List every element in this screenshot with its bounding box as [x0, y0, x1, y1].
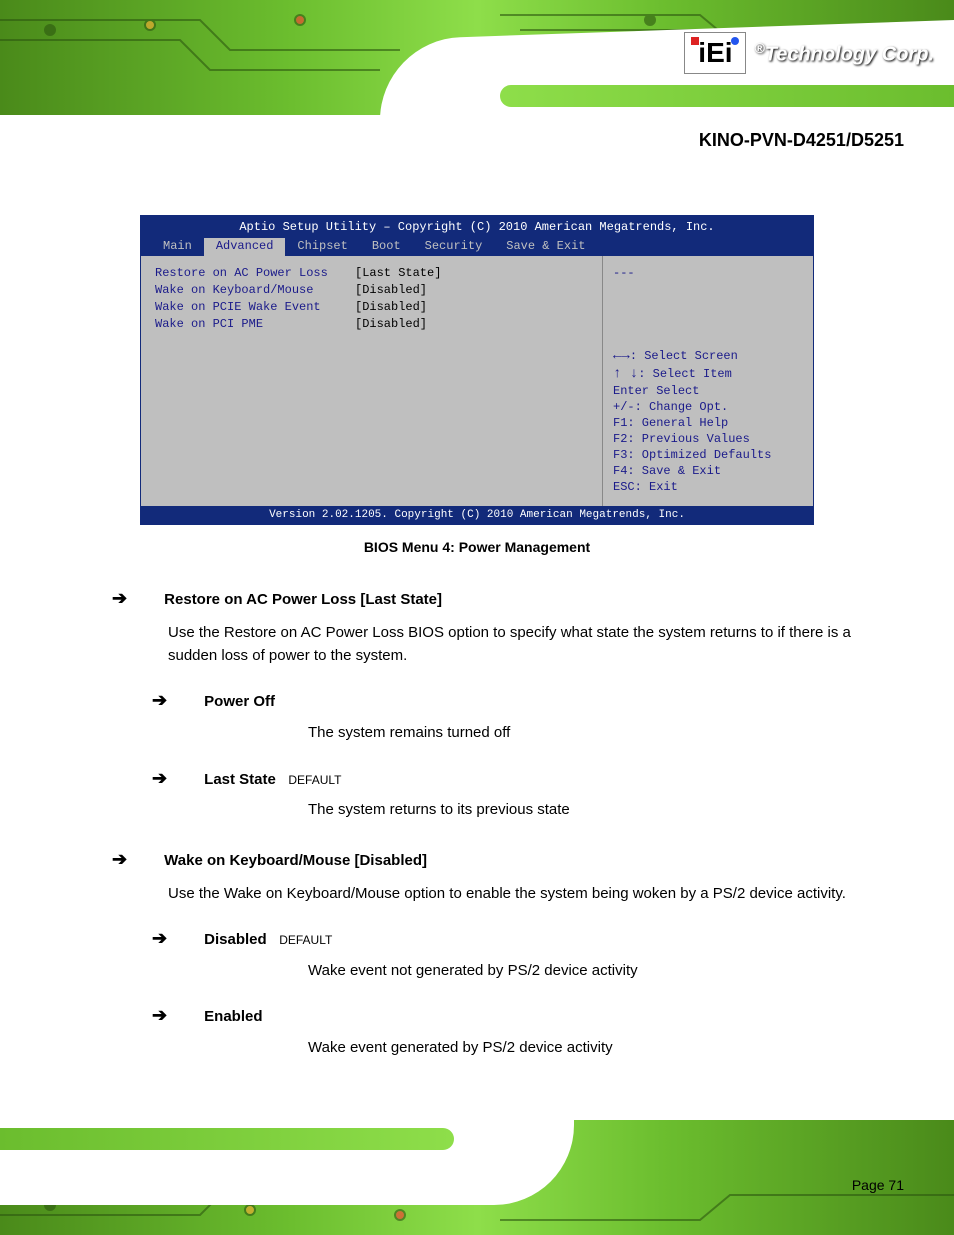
iei-logo-icon: iEi — [684, 32, 746, 74]
bios-option-row[interactable]: Restore on AC Power Loss [Last State] — [155, 266, 588, 280]
bios-option-value: [Last State] — [355, 266, 441, 280]
value-label: Last State — [204, 771, 276, 788]
option-value-row: ➔ Last State DEFAULT The system returns … — [180, 765, 904, 822]
bios-footer: Version 2.02.1205. Copyright (C) 2010 Am… — [141, 506, 813, 524]
arrow-right-icon: ➔ — [140, 585, 160, 613]
bios-tab-boot[interactable]: Boot — [360, 238, 413, 256]
bios-key-legend: ←→: Select Screen ↑ ↓: Select Item Enter… — [613, 348, 803, 496]
bios-option-label: Wake on Keyboard/Mouse — [155, 283, 355, 297]
bios-tab-advanced[interactable]: Advanced — [204, 238, 286, 256]
brand-logo: iEi ®Technology Corp. — [684, 32, 934, 74]
option-heading: Wake on Keyboard/Mouse [Disabled] — [164, 852, 427, 869]
option-value-row: ➔ Disabled DEFAULT Wake event not genera… — [180, 925, 904, 982]
option-description: ➔ Wake on Keyboard/Mouse [Disabled] Use … — [140, 846, 904, 905]
value-label: Enabled — [204, 1008, 262, 1025]
arrow-right-icon: ➔ — [180, 687, 200, 715]
default-tag: DEFAULT — [279, 933, 332, 947]
top-pcb-banner: iEi ®Technology Corp. — [0, 0, 954, 115]
bios-header: Aptio Setup Utility – Copyright (C) 2010… — [141, 216, 813, 238]
bios-tab-main[interactable]: Main — [151, 238, 204, 256]
bios-tab-bar: Main Advanced Chipset Boot Security Save… — [141, 238, 813, 256]
arrow-up-down-icon: ↑ ↓ — [613, 366, 638, 382]
bios-tab-chipset[interactable]: Chipset — [285, 238, 359, 256]
bios-help-panel: --- ←→: Select Screen ↑ ↓: Select Item E… — [603, 256, 813, 506]
bios-option-value: [Disabled] — [355, 283, 427, 297]
bios-option-value: [Disabled] — [355, 317, 427, 331]
option-heading: Restore on AC Power Loss [Last State] — [164, 591, 442, 608]
bios-option-label: Wake on PCI PME — [155, 317, 355, 331]
bios-option-value: [Disabled] — [355, 300, 427, 314]
arrow-right-icon: ➔ — [180, 1002, 200, 1030]
arrow-left-right-icon: ←→ — [613, 348, 630, 364]
bios-option-row[interactable]: Wake on Keyboard/Mouse [Disabled] — [155, 283, 588, 297]
section-body: ➔ Restore on AC Power Loss [Last State] … — [50, 585, 904, 1059]
bios-tab-save-exit[interactable]: Save & Exit — [494, 238, 597, 256]
bottom-pcb-banner: Page 71 — [0, 1120, 954, 1235]
option-para: Use the Restore on AC Power Loss BIOS op… — [168, 621, 904, 668]
bios-tab-security[interactable]: Security — [413, 238, 495, 256]
value-label: Power Off — [204, 693, 275, 710]
bios-options-panel: Restore on AC Power Loss [Last State] Wa… — [141, 256, 603, 506]
default-tag: DEFAULT — [288, 773, 341, 787]
value-desc: The system returns to its previous state — [308, 798, 904, 821]
page-number: Page 71 — [852, 1177, 904, 1193]
bios-help-text: --- — [613, 266, 803, 280]
value-desc: Wake event not generated by PS/2 device … — [308, 959, 904, 982]
arrow-right-icon: ➔ — [180, 925, 200, 953]
page-content: Aptio Setup Utility – Copyright (C) 2010… — [0, 175, 954, 1059]
option-value-row: ➔ Power Off The system remains turned of… — [180, 687, 904, 744]
arrow-right-icon: ➔ — [180, 765, 200, 793]
bios-option-label: Wake on PCIE Wake Event — [155, 300, 355, 314]
bios-option-label: Restore on AC Power Loss — [155, 266, 355, 280]
value-label: Disabled — [204, 931, 267, 948]
option-description: ➔ Restore on AC Power Loss [Last State] … — [140, 585, 904, 667]
figure-caption: BIOS Menu 4: Power Management — [50, 539, 904, 555]
value-desc: Wake event generated by PS/2 device acti… — [308, 1036, 904, 1059]
logo-corp-text: ®Technology Corp. — [754, 40, 934, 67]
bios-option-row[interactable]: Wake on PCI PME [Disabled] — [155, 317, 588, 331]
bios-option-row[interactable]: Wake on PCIE Wake Event [Disabled] — [155, 300, 588, 314]
bios-screenshot: Aptio Setup Utility – Copyright (C) 2010… — [140, 215, 814, 525]
value-desc: The system remains turned off — [308, 721, 904, 744]
product-name: KINO-PVN-D4251/D5251 — [699, 130, 904, 151]
arrow-right-icon: ➔ — [140, 846, 160, 874]
option-value-row: ➔ Enabled Wake event generated by PS/2 d… — [180, 1002, 904, 1059]
option-para: Use the Wake on Keyboard/Mouse option to… — [168, 882, 904, 905]
